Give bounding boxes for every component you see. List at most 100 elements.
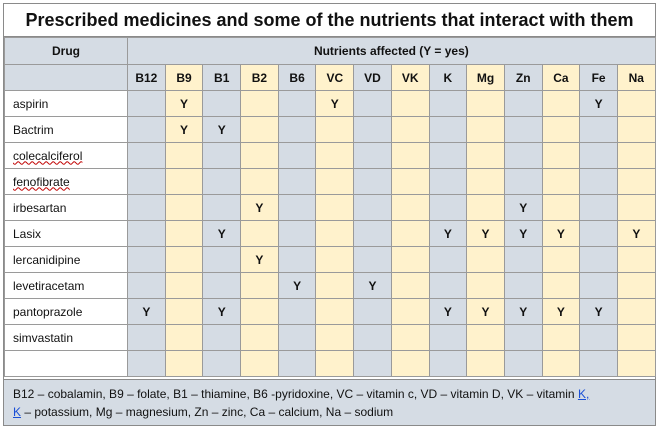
interaction-cell: Y bbox=[579, 90, 618, 117]
interaction-cell bbox=[616, 142, 656, 169]
interaction-cell: Y bbox=[428, 298, 468, 325]
table-row: fenofibrate bbox=[4, 168, 656, 195]
interaction-cell bbox=[616, 246, 656, 273]
interaction-cell bbox=[428, 272, 468, 299]
interaction-cell bbox=[277, 90, 317, 117]
table-row: Lasix Y Y Y Y Y Y bbox=[4, 220, 656, 247]
interaction-cell bbox=[541, 194, 581, 221]
interaction-cell bbox=[164, 246, 204, 273]
interaction-cell bbox=[164, 324, 204, 351]
legend-link-vitamin-k[interactable]: K, bbox=[577, 387, 590, 401]
nutrients-affected-header: Nutrients affected (Y = yes) bbox=[127, 37, 656, 65]
legend-link-potassium[interactable]: K bbox=[13, 405, 22, 419]
drug-name-cell: colecalciferol bbox=[4, 142, 128, 169]
interaction-cell bbox=[428, 246, 468, 273]
interaction-cell bbox=[277, 246, 317, 273]
drug-name-cell: lercanidipine bbox=[4, 246, 128, 273]
drug-name-cell: Bactrim bbox=[4, 116, 128, 143]
drug-name: Lasix bbox=[13, 226, 42, 241]
interaction-cell bbox=[541, 272, 581, 299]
interaction-cell bbox=[579, 272, 618, 299]
interaction-cell bbox=[503, 324, 543, 351]
interaction-cell bbox=[240, 298, 279, 325]
interaction-cell: Y bbox=[466, 220, 505, 247]
interaction-cell: Y bbox=[616, 220, 656, 247]
drug-name-cell: fenofibrate bbox=[4, 168, 128, 195]
drug-name: pantoprazole bbox=[13, 304, 83, 319]
interaction-cell bbox=[541, 168, 581, 195]
interaction-cell bbox=[164, 168, 204, 195]
table-row: irbesartan Y Y bbox=[4, 194, 656, 221]
interaction-cell bbox=[579, 116, 618, 143]
interaction-cell bbox=[240, 324, 279, 351]
drug-name: irbesartan bbox=[13, 200, 67, 215]
interaction-cell bbox=[390, 350, 430, 377]
interaction-cell bbox=[164, 142, 204, 169]
nutrient-code-row: B12 B9 B1 B2 B6 VC VD VK K Mg Zn Ca Fe Na bbox=[4, 64, 656, 91]
interaction-cell bbox=[353, 350, 392, 377]
interaction-cell bbox=[466, 168, 505, 195]
table-row: Bactrim Y Y bbox=[4, 116, 656, 143]
interaction-cell bbox=[503, 168, 543, 195]
interaction-cell bbox=[390, 168, 430, 195]
legend-line2-text: – potassium, Mg – magnesium, Zn – zinc, … bbox=[21, 405, 394, 419]
interaction-cell bbox=[390, 324, 430, 351]
table-row: lercanidipine Y bbox=[4, 246, 656, 273]
nutrient-header-mg: Mg bbox=[466, 64, 505, 91]
interaction-cell bbox=[616, 298, 656, 325]
interaction-cell bbox=[127, 246, 166, 273]
table-row bbox=[4, 350, 656, 377]
interaction-cell bbox=[315, 194, 355, 221]
nutrient-header-k: K bbox=[428, 64, 468, 91]
drug-name: levetiracetam bbox=[13, 278, 85, 293]
interaction-cell bbox=[277, 168, 317, 195]
interaction-cell bbox=[503, 350, 543, 377]
interaction-cell: Y bbox=[503, 194, 543, 221]
nutrient-header-vc: VC bbox=[315, 64, 355, 91]
nutrient-header-fe: Fe bbox=[579, 64, 618, 91]
interaction-cell bbox=[616, 168, 656, 195]
interaction-cell: Y bbox=[202, 220, 242, 247]
interaction-cell bbox=[315, 168, 355, 195]
interaction-cell bbox=[202, 142, 242, 169]
document-page: Prescribed medicines and some of the nut… bbox=[3, 3, 656, 426]
interaction-cell bbox=[277, 194, 317, 221]
drug-header-blank bbox=[4, 64, 128, 91]
interaction-cell bbox=[466, 142, 505, 169]
interaction-cell bbox=[202, 168, 242, 195]
drug-name: simvastatin bbox=[13, 330, 74, 345]
interaction-cell bbox=[240, 168, 279, 195]
interaction-cell bbox=[353, 324, 392, 351]
interaction-cell bbox=[541, 246, 581, 273]
interaction-cell bbox=[315, 298, 355, 325]
interaction-cell bbox=[428, 194, 468, 221]
interaction-cell bbox=[428, 116, 468, 143]
interaction-cell: Y bbox=[164, 116, 204, 143]
interaction-cell bbox=[277, 142, 317, 169]
table-row: colecalciferol bbox=[4, 142, 656, 169]
drug-name: colecalciferol bbox=[13, 148, 83, 163]
interaction-cell: Y bbox=[240, 246, 279, 273]
drug-name: fenofibrate bbox=[13, 174, 70, 189]
interaction-cell: Y bbox=[503, 220, 543, 247]
interaction-cell bbox=[428, 350, 468, 377]
interaction-cell bbox=[579, 220, 618, 247]
interaction-cell bbox=[428, 168, 468, 195]
nutrient-header-b1: B1 bbox=[202, 64, 242, 91]
interaction-cell bbox=[277, 116, 317, 143]
interaction-cell bbox=[390, 272, 430, 299]
interaction-cell: Y bbox=[428, 220, 468, 247]
interaction-cell bbox=[616, 350, 656, 377]
drug-name: aspirin bbox=[13, 96, 49, 111]
interaction-cell bbox=[202, 246, 242, 273]
interaction-cell bbox=[579, 194, 618, 221]
legend-footnote: B12 – cobalamin, B9 – folate, B1 – thiam… bbox=[4, 379, 655, 425]
drug-name-cell: simvastatin bbox=[4, 324, 128, 351]
nutrient-header-vk: VK bbox=[390, 64, 430, 91]
interaction-cell bbox=[315, 272, 355, 299]
interaction-cell bbox=[503, 90, 543, 117]
interaction-cell bbox=[390, 116, 430, 143]
drug-name-cell: pantoprazole bbox=[4, 298, 128, 325]
interaction-cell bbox=[579, 168, 618, 195]
interaction-cell: Y bbox=[240, 194, 279, 221]
